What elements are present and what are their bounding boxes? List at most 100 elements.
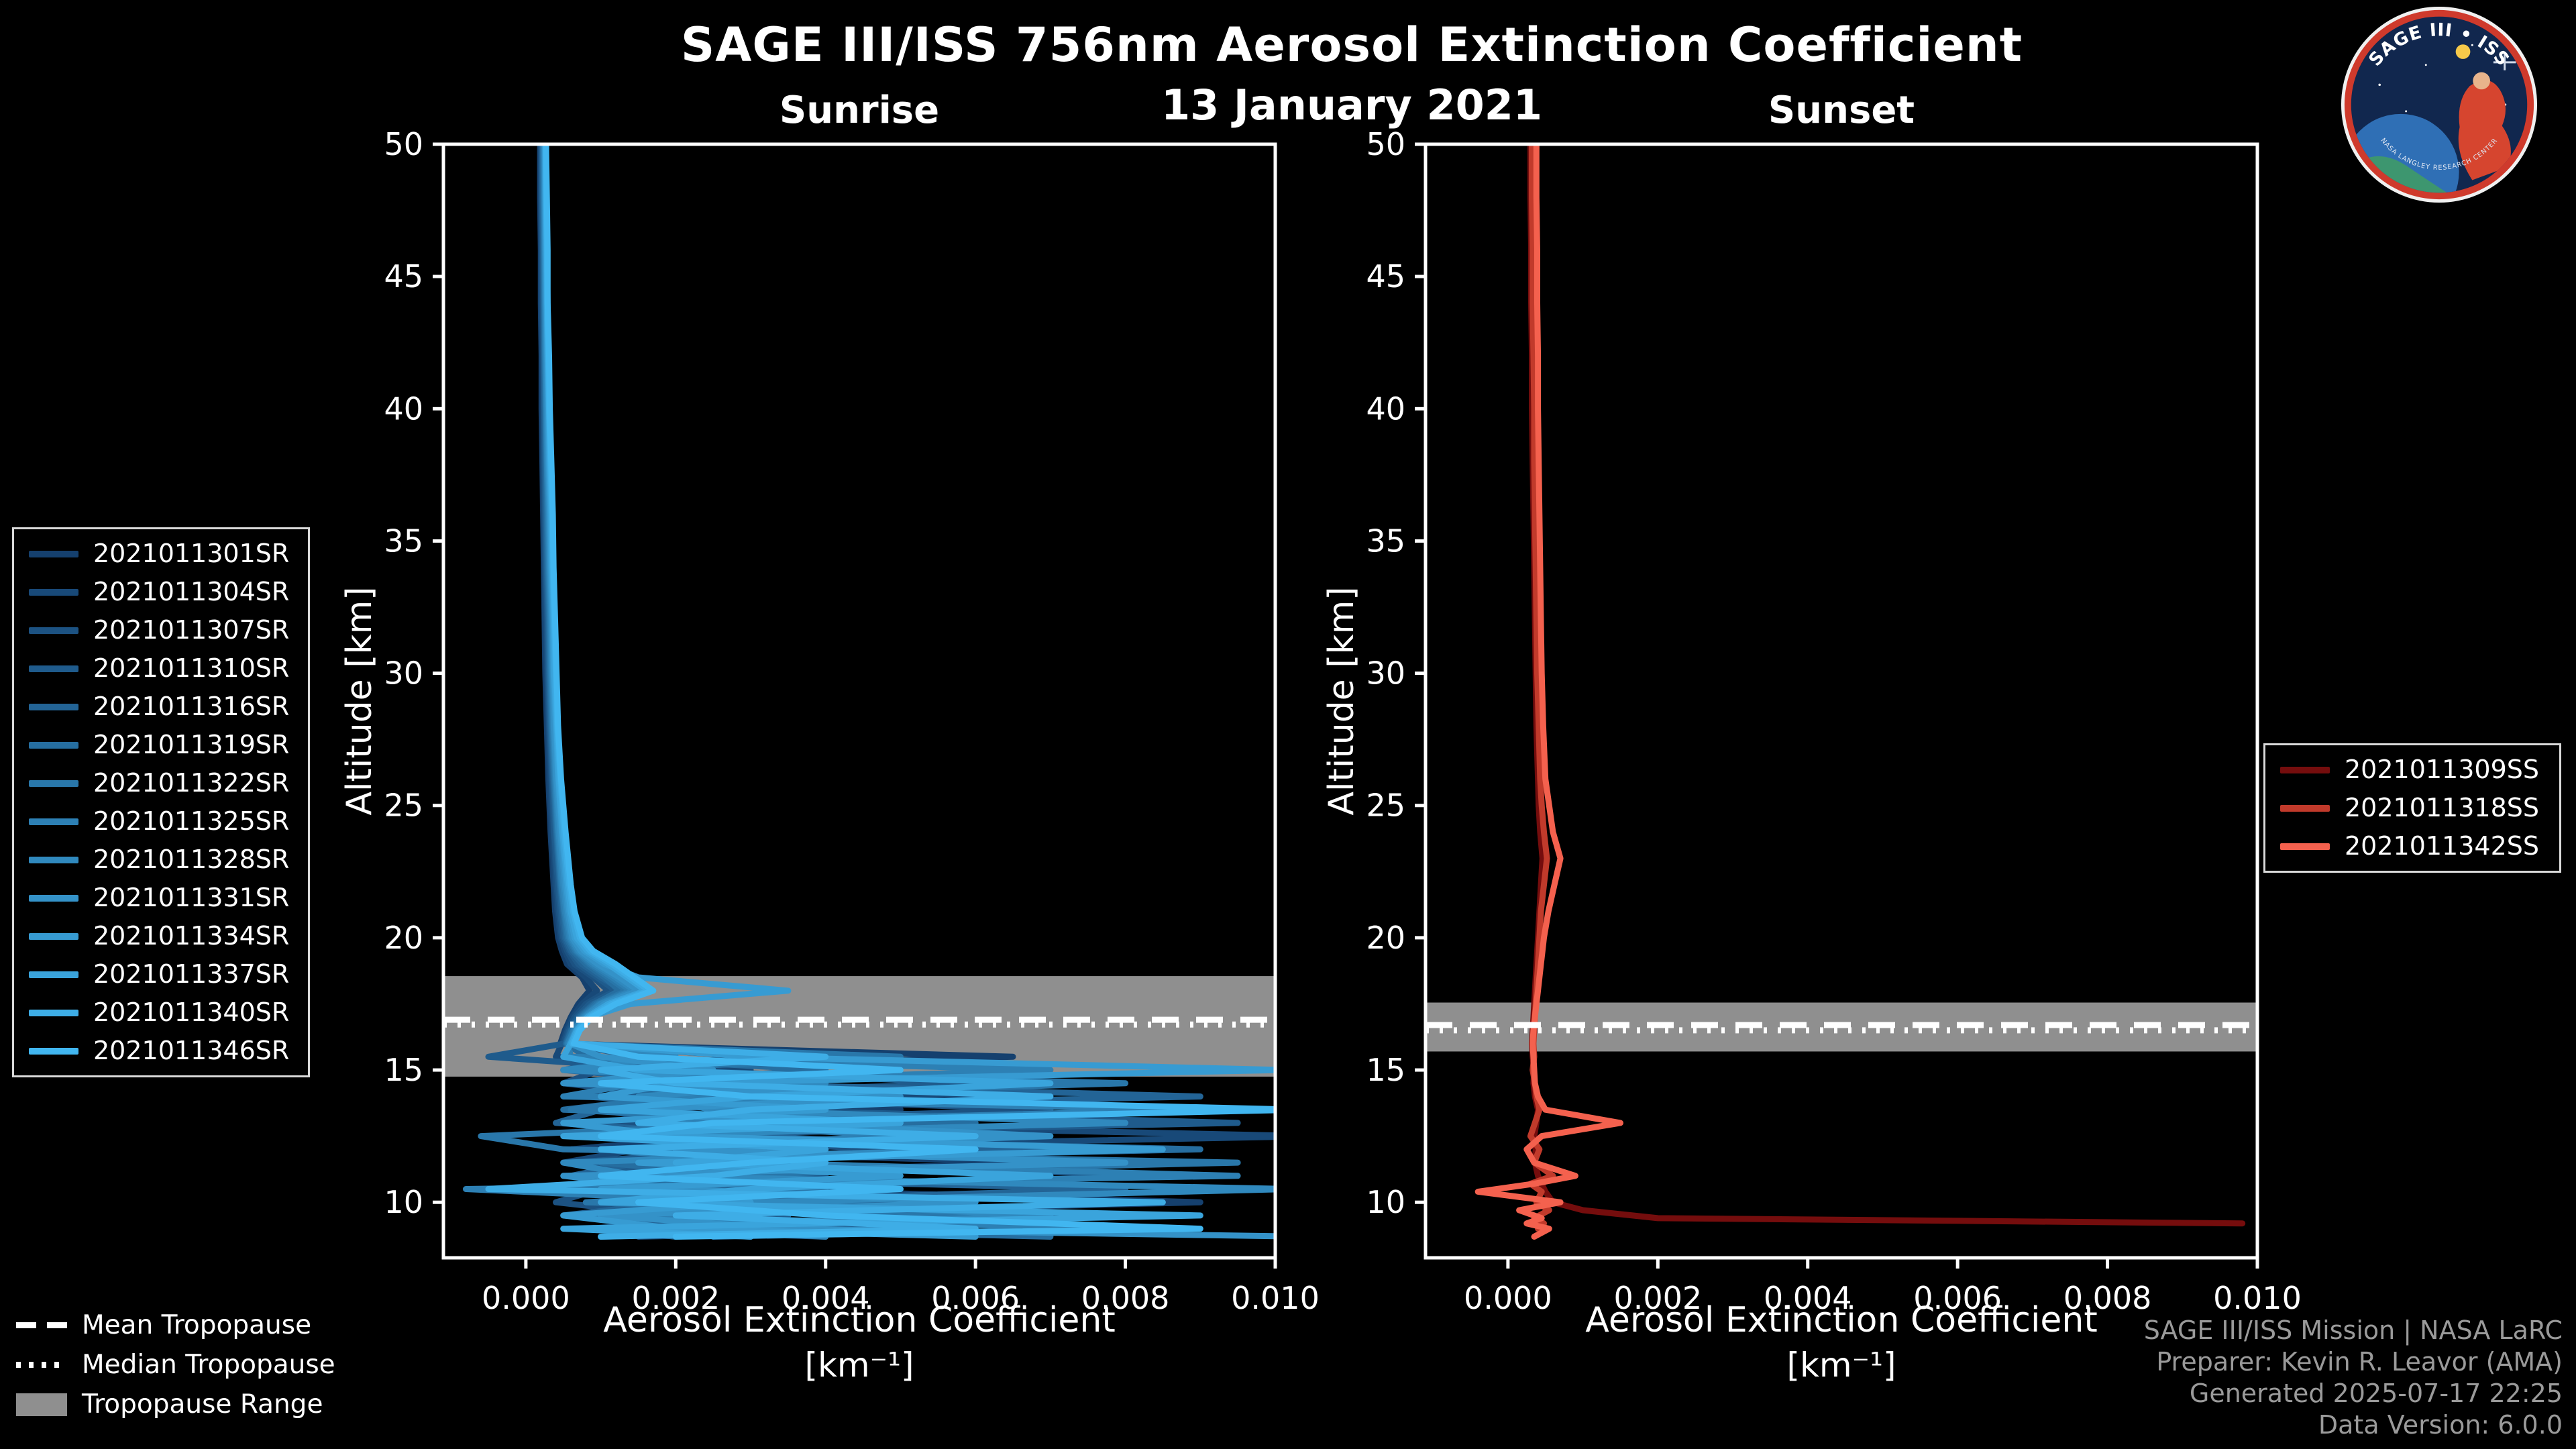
sunrise-x-axis-units: [km⁻¹]: [804, 1346, 914, 1385]
y-tick-label: 20: [1366, 920, 1405, 956]
legend-color-line: [2280, 843, 2330, 850]
y-tick-label: 25: [384, 788, 423, 824]
x-tick-label: 0.010: [2213, 1280, 2302, 1316]
sunset-y-axis-label: Altitude [km]: [1322, 586, 1362, 816]
legend-label: 2021011304SR: [93, 577, 290, 606]
sunrise-y-axis-label: Altitude [km]: [339, 586, 380, 816]
legend-label: 2021011325SR: [93, 806, 290, 836]
legend-item: 2021011340SR: [14, 994, 308, 1032]
legend-color-line: [29, 703, 78, 710]
y-tick-label: 30: [384, 655, 423, 692]
legend-color-line: [29, 894, 78, 902]
legend-color-line: [29, 780, 78, 787]
legend-label: 2021011328SR: [93, 845, 290, 874]
credit-block: SAGE III/ISS Mission | NASA LaRC Prepare…: [2144, 1315, 2563, 1441]
y-tick-label: 30: [1366, 655, 1405, 692]
gray-band-sample: [16, 1393, 67, 1416]
sunrise-legend: 2021011301SR 2021011304SR 2021011307SR 2021…: [12, 527, 310, 1077]
legend-label: 2021011342SS: [2345, 831, 2540, 861]
sunset-legend: 2021011309SS 2021011318SS 2021011342SS: [2263, 743, 2561, 873]
plot-frame: [1424, 142, 2259, 1260]
page-date: 13 January 2021: [1161, 80, 1543, 129]
legend-item: 2021011334SR: [14, 917, 308, 955]
sunset-x-axis-label: Aerosol Extinction Coefficient: [1585, 1300, 2098, 1340]
x-tick-label: 0.006: [931, 1280, 1020, 1316]
x-tick-label: 0.002: [1613, 1280, 1702, 1316]
logo-iss: [2493, 54, 2516, 70]
mean-tropopause-label: Mean Tropopause: [82, 1310, 312, 1340]
x-tick-label: 0.010: [1231, 1280, 1320, 1316]
plot-frame: [441, 142, 1277, 1260]
legend-label: 2021011331SR: [93, 883, 290, 912]
y-tick-label: 10: [384, 1184, 423, 1220]
x-tick-label: 0.002: [631, 1280, 720, 1316]
y-tick-label: 15: [384, 1052, 423, 1088]
sunset-x-axis-units: [km⁻¹]: [1786, 1346, 1896, 1385]
legend-label: 2021011319SR: [93, 730, 290, 759]
legend-color-line: [29, 588, 78, 596]
credit-line-mission: SAGE III/ISS Mission | NASA LaRC: [2143, 1316, 2563, 1345]
sunrise-plot: 10 15 20 25 30 35 40 45 50 0.000 0.002 0.004 0.006 0.…: [384, 126, 1319, 1316]
x-tick-label: 0.000: [482, 1280, 570, 1316]
profile-2021011309SS: [1527, 144, 2246, 1227]
legend-color-line: [29, 665, 78, 672]
legend-color-line: [29, 1047, 78, 1055]
legend-item: 2021011307SR: [14, 611, 308, 649]
sage-iss-logo: SAGE III • ISS NASA LANGLEY RESEARCH CEN…: [2341, 6, 2538, 203]
dashed-line-sample: [16, 1322, 67, 1328]
legend-item: 2021011316SR: [14, 688, 308, 726]
y-tick-label: 40: [384, 390, 423, 427]
legend-label: 2021011340SR: [93, 998, 290, 1027]
legend-item: 2021011328SR: [14, 841, 308, 879]
legend-item: 2021011304SR: [14, 573, 308, 611]
legend-item: 2021011318SS: [2265, 789, 2559, 827]
y-tick-label: 50: [384, 126, 423, 162]
y-tick-label: 50: [1366, 126, 1405, 162]
legend-item: 2021011325SR: [14, 802, 308, 841]
credit-line-generated: Generated 2025-07-17 22:25: [2189, 1379, 2563, 1408]
sunset-plot: 10 15 20 25 30 35 40 45 50 0.000 0.002 0.004 0.006 0.…: [1366, 126, 2301, 1316]
x-tick-label: 0.008: [1081, 1280, 1170, 1316]
legend-item: 2021011346SR: [14, 1032, 308, 1070]
legend-color-line: [29, 627, 78, 634]
legend-label: 2021011346SR: [93, 1036, 290, 1065]
x-tick-label: 0.000: [1464, 1280, 1552, 1316]
legend-label: 2021011334SR: [93, 921, 290, 951]
tropopause-range-label: Tropopause Range: [82, 1389, 323, 1419]
page-title: SAGE III/ISS 756nm Aerosol Extinction Co…: [680, 17, 2023, 72]
legend-item: 2021011342SS: [2265, 827, 2559, 865]
legend-color-line: [29, 818, 78, 825]
y-tick-label: 20: [384, 920, 423, 956]
legend-label: 2021011309SS: [2345, 755, 2540, 784]
y-tick-label: 15: [1366, 1052, 1405, 1088]
median-tropopause-legend-item: Median Tropopause: [16, 1345, 335, 1385]
legend-item: 2021011310SR: [14, 649, 308, 688]
legend-item: 2021011337SR: [14, 955, 308, 994]
legend-color-line: [29, 741, 78, 749]
mean-tropopause-legend-item: Mean Tropopause: [16, 1305, 335, 1345]
legend-label: 2021011316SR: [93, 692, 290, 721]
legend-color-line: [29, 550, 78, 557]
legend-label: 2021011307SR: [93, 615, 290, 645]
credit-line-preparer: Preparer: Kevin R. Leavor (AMA): [2156, 1347, 2563, 1377]
y-tick-label: 45: [384, 258, 423, 294]
x-tick-label: 0.004: [1764, 1280, 1852, 1316]
legend-label: 2021011318SS: [2345, 793, 2540, 822]
logo-sun: [2455, 44, 2471, 59]
legend-label: 2021011310SR: [93, 653, 290, 683]
median-tropopause-label: Median Tropopause: [82, 1350, 335, 1380]
dotted-line-sample: [16, 1362, 67, 1368]
y-tick-label: 25: [1366, 788, 1405, 824]
legend-label: 2021011322SR: [93, 768, 290, 798]
legend-item: 2021011309SS: [2265, 751, 2559, 789]
legend-color-line: [29, 932, 78, 940]
sunrise-x-axis-label: Aerosol Extinction Coefficient: [603, 1300, 1116, 1340]
logo-sage-figure: [2458, 80, 2511, 180]
y-tick-label: 45: [1366, 258, 1405, 294]
y-tick-label: 40: [1366, 390, 1405, 427]
legend-color-line: [29, 856, 78, 863]
legend-item: 2021011331SR: [14, 879, 308, 917]
legend-label: 2021011337SR: [93, 959, 290, 989]
legend-color-line: [2280, 766, 2330, 773]
